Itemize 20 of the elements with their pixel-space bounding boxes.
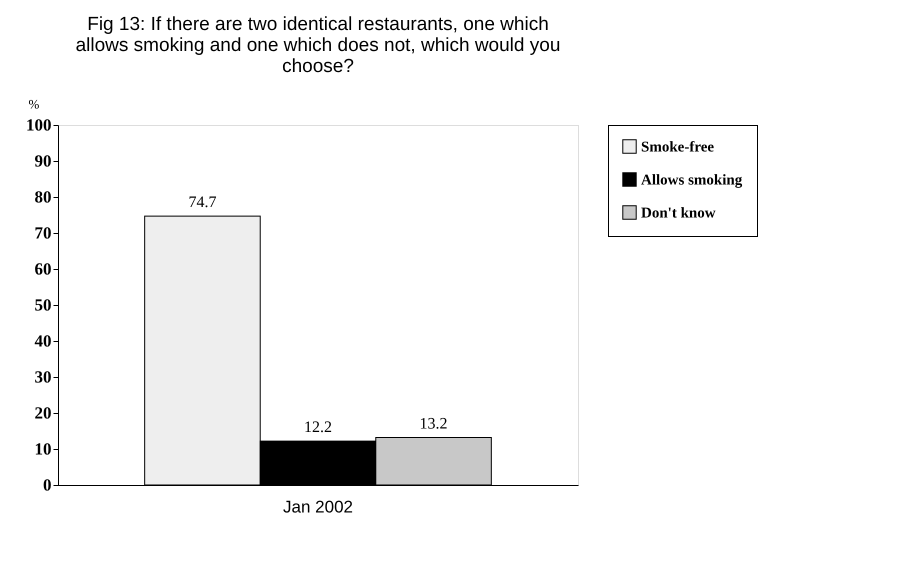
y-tick-label: 60 bbox=[34, 260, 52, 278]
y-tick-label: 50 bbox=[34, 296, 52, 314]
x-tick-label: Jan 2002 bbox=[283, 498, 353, 516]
y-tick-label: 20 bbox=[34, 404, 52, 422]
y-tick-label: 70 bbox=[34, 224, 52, 242]
y-tick-label: 40 bbox=[34, 332, 52, 350]
data-label: 74.7 bbox=[188, 194, 216, 212]
y-axis-title: % bbox=[28, 96, 40, 112]
legend-label: Allows smoking bbox=[641, 172, 743, 188]
chart-title: Fig 13: If there are two identical restaurants, one which allows smoking and one which does not, which would you choose? bbox=[76, 14, 560, 77]
data-label: 13.2 bbox=[420, 415, 448, 432]
y-tick-label: 30 bbox=[34, 368, 52, 386]
y-tick-label: 100 bbox=[26, 116, 52, 134]
legend-label: Smoke-free bbox=[641, 140, 714, 156]
y-tick-label: 90 bbox=[34, 152, 52, 170]
legend-label: Don't know bbox=[641, 206, 716, 222]
y-tick-label: 10 bbox=[34, 440, 52, 458]
y-tick-label: 0 bbox=[43, 476, 52, 494]
data-label: 12.2 bbox=[304, 419, 332, 436]
y-tick-label: 80 bbox=[34, 188, 52, 206]
